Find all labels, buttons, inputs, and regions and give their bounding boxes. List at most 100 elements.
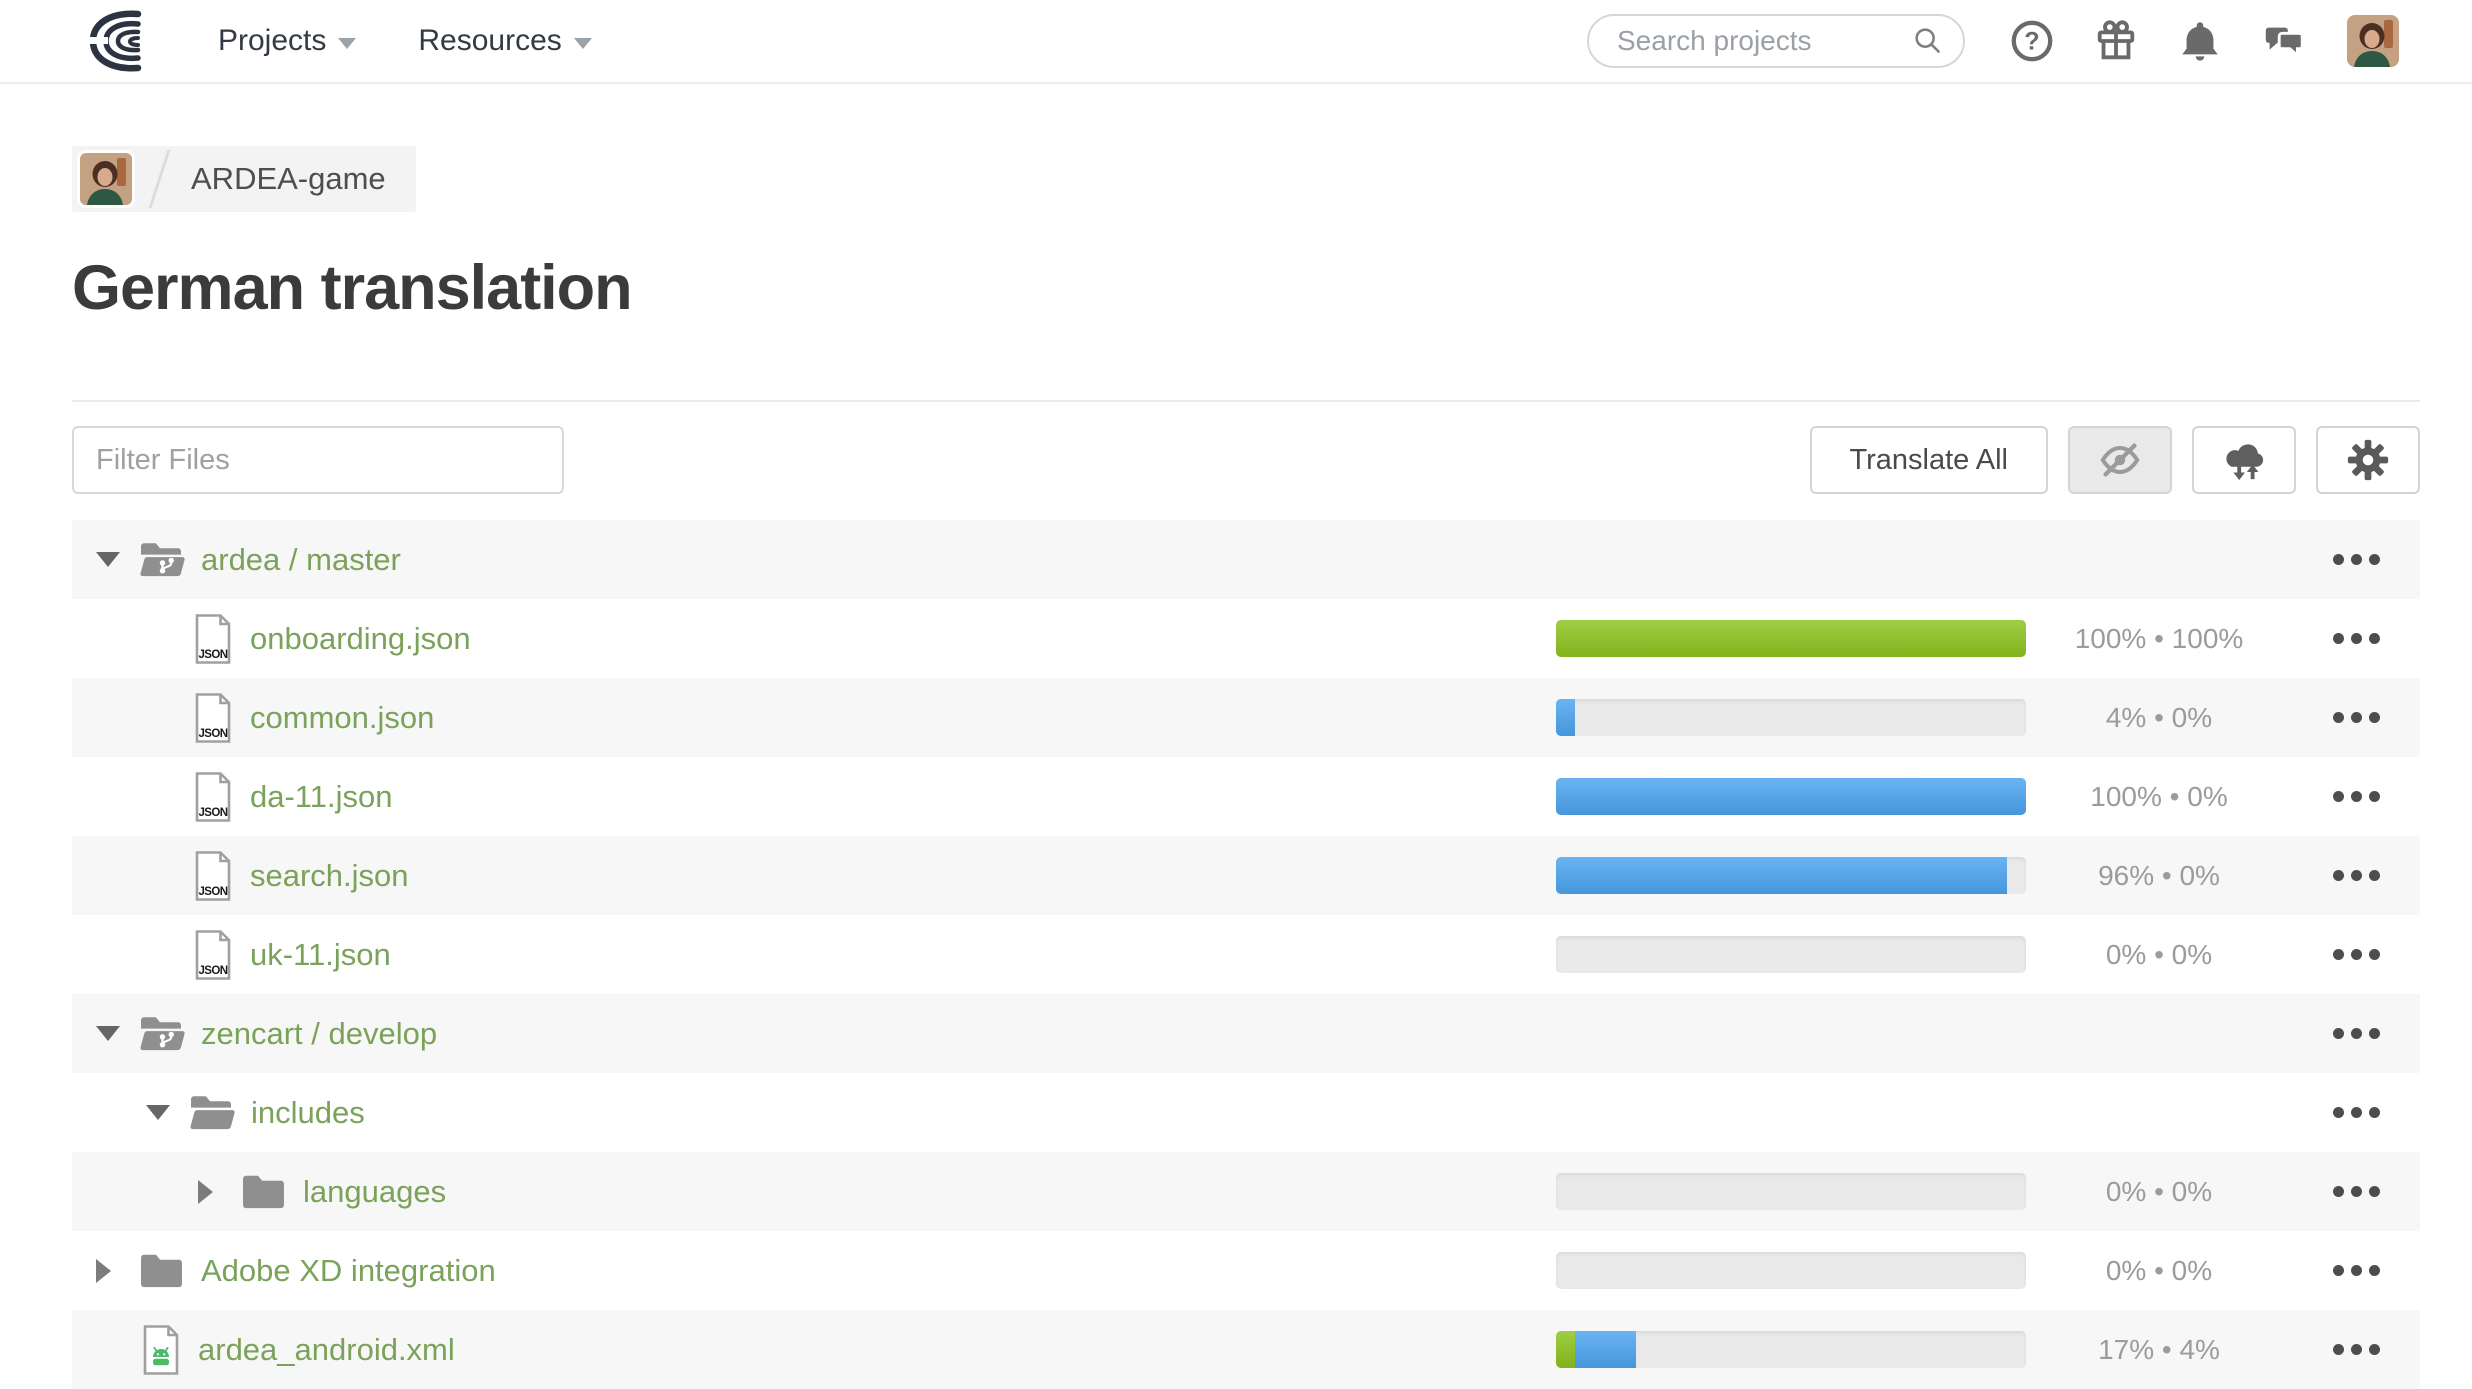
gifts-button[interactable] (2093, 18, 2139, 64)
caret-down-icon[interactable] (96, 1026, 138, 1041)
folder-icon (240, 1172, 287, 1211)
file-json-icon (192, 771, 234, 823)
row-menu-button[interactable] (2321, 1174, 2392, 1209)
folder-link[interactable]: zencart / develop (201, 1015, 438, 1051)
messages-button[interactable] (2261, 18, 2307, 64)
row-menu-button[interactable] (2321, 858, 2392, 893)
nav-projects-label: Projects (218, 24, 327, 57)
nav-resources-label: Resources (418, 24, 562, 57)
sync-files-button[interactable] (2192, 426, 2296, 494)
row-menu-button[interactable] (2321, 937, 2392, 972)
progress-percent: 17% • 4% (2098, 1333, 2220, 1365)
progress-percent: 0% • 0% (2105, 938, 2213, 970)
row-menu-button[interactable] (2321, 1332, 2392, 1367)
table-row: uk-11.json 0% • 0% (72, 915, 2420, 994)
files-toolbar: Translate All (72, 426, 2420, 494)
hide-completed-button[interactable] (2068, 426, 2172, 494)
file-link[interactable]: onboarding.json (250, 620, 471, 656)
projects-search (1587, 14, 1965, 68)
search-icon[interactable] (1911, 24, 1945, 58)
notifications-button[interactable] (2177, 18, 2223, 64)
crowdin-logo[interactable] (80, 8, 156, 74)
navbar-right (1587, 14, 2399, 68)
table-row: search.json 96% • 0% (72, 836, 2420, 915)
indent-spacer (72, 1033, 96, 1034)
progress-percent: 0% • 0% (2105, 1175, 2213, 1207)
progress-bar (1556, 699, 2026, 736)
folder-link[interactable]: includes (251, 1094, 365, 1130)
file-link[interactable]: uk-11.json (250, 936, 391, 972)
row-menu-button[interactable] (2321, 700, 2392, 735)
progress-percent: 100% • 0% (2090, 780, 2228, 812)
indent-spacer (72, 954, 192, 955)
table-row: languages 0% • 0% (72, 1152, 2420, 1231)
file-json-icon (192, 692, 234, 744)
progress-bar (1556, 857, 2026, 894)
indent-spacer (72, 796, 192, 797)
settings-button[interactable] (2316, 426, 2420, 494)
page-title: German translation (72, 253, 633, 323)
nav-projects-menu[interactable]: Projects (218, 24, 357, 58)
indent-spacer (72, 1191, 198, 1192)
caret-down-icon[interactable] (96, 552, 138, 567)
chat-icon (2261, 18, 2307, 64)
folder-icon (138, 1251, 185, 1290)
indent-spacer (72, 638, 192, 639)
file-link[interactable]: search.json (250, 857, 409, 893)
progress-bar (1556, 1331, 2026, 1368)
row-menu-button[interactable] (2321, 1253, 2392, 1288)
file-android-icon (140, 1324, 182, 1376)
divider (72, 400, 2420, 402)
table-row: common.json 4% • 0% (72, 678, 2420, 757)
folder-link[interactable]: ardea / master (201, 541, 401, 577)
folder-link[interactable]: Adobe XD integration (201, 1252, 496, 1288)
indent-spacer (72, 875, 192, 876)
indent-spacer (72, 717, 192, 718)
folder-git-icon (138, 540, 185, 579)
projects-search-input[interactable] (1615, 24, 1911, 58)
progress-bar (1556, 778, 2026, 815)
progress-bar-cell (1556, 936, 2026, 973)
folder-link[interactable]: languages (303, 1173, 447, 1209)
progress-percent: 100% • 100% (2074, 622, 2244, 654)
progress-bar-cell (1556, 620, 2026, 657)
help-button[interactable] (2009, 18, 2055, 64)
file-link[interactable]: common.json (250, 699, 435, 735)
indent-spacer (72, 1270, 96, 1271)
table-row: includes (72, 1073, 2420, 1152)
caret-right-icon[interactable] (96, 1258, 138, 1283)
caret-right-icon[interactable] (198, 1179, 240, 1204)
row-menu-button[interactable] (2321, 1016, 2392, 1051)
help-icon (2009, 18, 2055, 64)
table-row: onboarding.json 100% • 100% (72, 599, 2420, 678)
progress-bar-cell (1556, 699, 2026, 736)
file-link[interactable]: ardea_android.xml (198, 1331, 455, 1367)
progress-bar-cell (1556, 1173, 2026, 1210)
progress-bar-cell (1556, 1331, 2026, 1368)
file-link[interactable]: da-11.json (250, 778, 393, 814)
table-row: zencart / develop (72, 994, 2420, 1073)
table-row: ardea_android.xml 17% • 4% (72, 1310, 2420, 1389)
indent-spacer (72, 1349, 140, 1350)
chevron-down-icon (573, 37, 592, 49)
user-avatar[interactable] (2347, 15, 2399, 67)
row-menu-button[interactable] (2321, 621, 2392, 656)
caret-down-icon[interactable] (146, 1105, 188, 1120)
progress-bar (1556, 1173, 2026, 1210)
nav-resources-menu[interactable]: Resources (418, 24, 592, 58)
breadcrumb[interactable]: ARDEA-game (72, 146, 416, 212)
progress-percent: 96% • 0% (2098, 859, 2220, 891)
row-menu-button[interactable] (2321, 779, 2392, 814)
file-json-icon (192, 850, 234, 902)
row-menu-button[interactable] (2321, 1095, 2392, 1130)
translate-all-button[interactable]: Translate All (1809, 426, 2048, 494)
row-menu-button[interactable] (2321, 542, 2392, 577)
filter-files-input[interactable] (72, 426, 564, 494)
table-row: Adobe XD integration 0% • 0% (72, 1231, 2420, 1310)
gift-icon (2093, 18, 2139, 64)
top-navbar: Projects Resources (0, 0, 2472, 84)
file-json-icon (192, 929, 234, 981)
folder-git-icon (138, 1014, 185, 1053)
breadcrumb-project-name: ARDEA-game (191, 161, 386, 196)
file-table: ardea / master onboarding.json 100% • 100%… (72, 520, 2420, 1389)
